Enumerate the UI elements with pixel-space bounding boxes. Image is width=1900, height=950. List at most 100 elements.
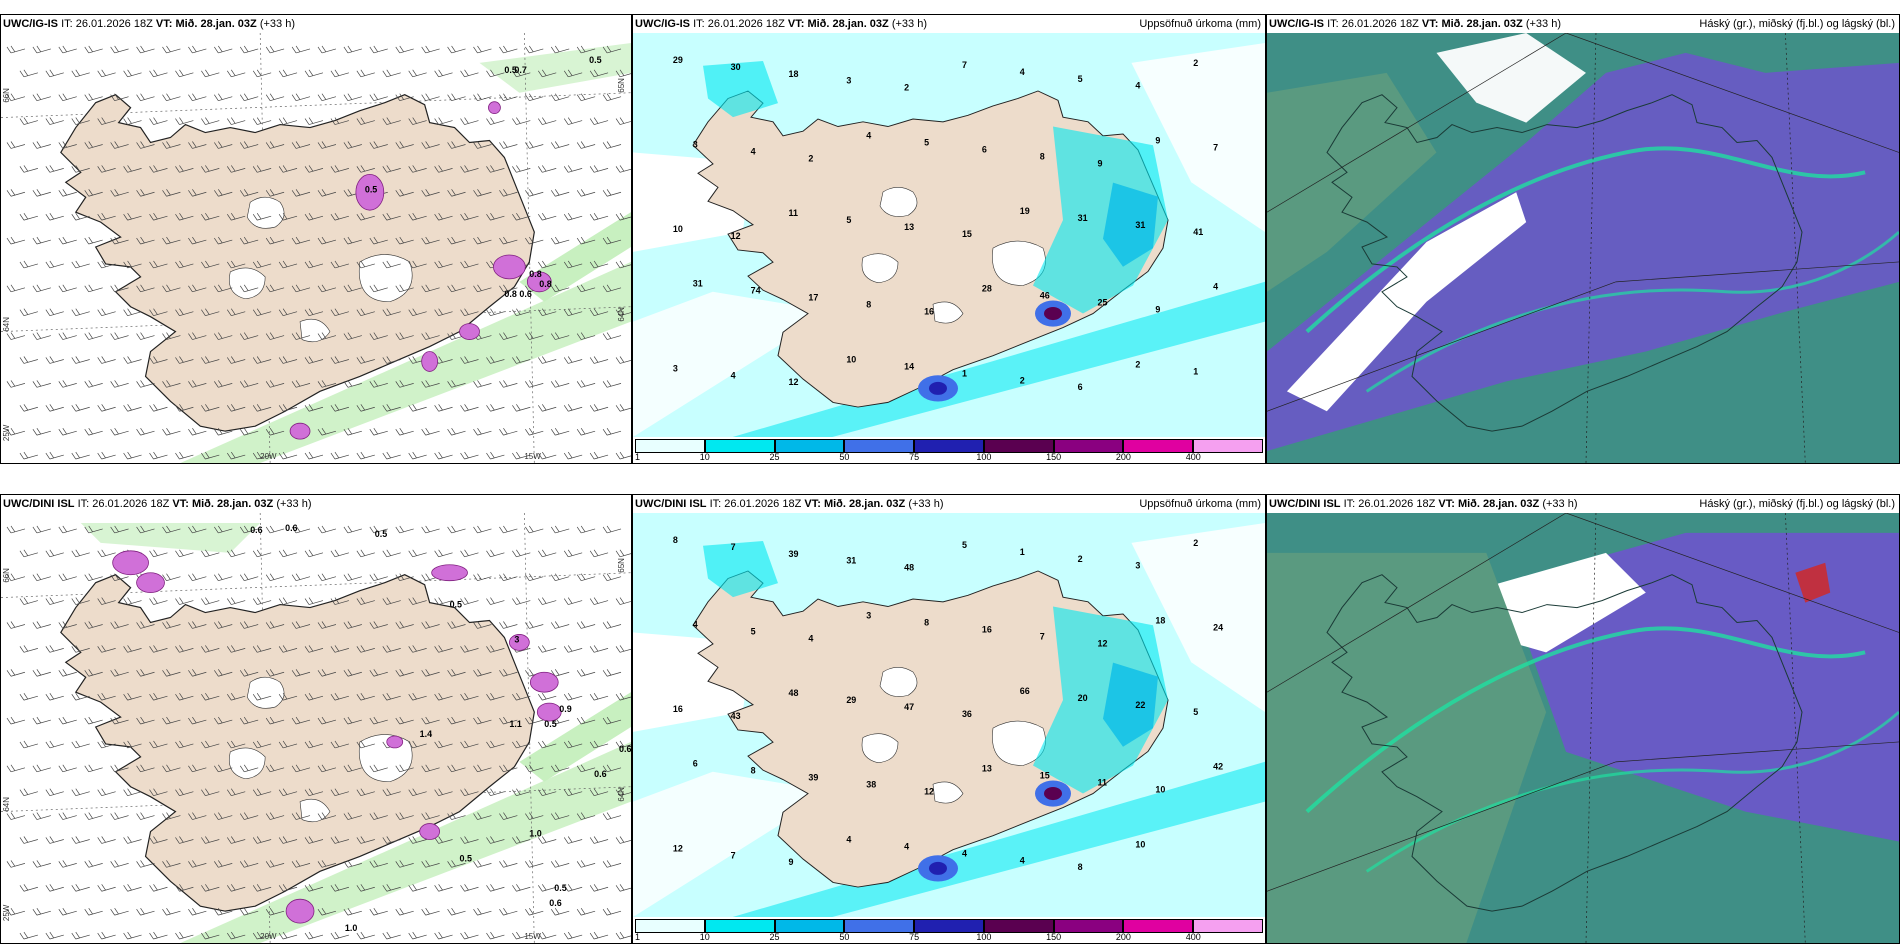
wind-barb	[615, 884, 631, 892]
wind-barb	[356, 692, 375, 701]
wind-map: 0.5 0.5 0.7 0.5 0.8 0.6 0.8 0.8 20W 15W 66N 64N 25W 6…	[1, 33, 631, 463]
wind-barb	[58, 573, 77, 582]
wind-barb	[84, 284, 103, 293]
wind-barb	[563, 884, 583, 892]
wind-barb	[538, 308, 557, 317]
wind-barb	[434, 788, 453, 797]
wind-barb	[382, 692, 401, 701]
colorbar-tick: 50	[839, 932, 850, 942]
wind-barb	[602, 45, 622, 54]
wind-barb	[550, 45, 570, 54]
wind-barb	[589, 69, 609, 78]
wind-barb	[97, 692, 116, 701]
precip-value-label: 17	[808, 293, 818, 303]
precip-value-label: 12	[1098, 638, 1108, 648]
wind-barb	[382, 212, 401, 221]
cloud-highlight	[1795, 562, 1831, 603]
wind-barb	[239, 716, 259, 725]
precip-value-label: 31	[693, 279, 703, 289]
wind-barb	[110, 716, 129, 725]
wind-barb	[239, 189, 259, 197]
precip-value-label: 47	[904, 702, 914, 712]
precip-value-label: 16	[924, 307, 934, 317]
wind-barb	[356, 788, 375, 797]
wind-barb	[6, 284, 26, 293]
wind-barb	[589, 212, 609, 221]
wind-barb	[214, 141, 233, 149]
precip-value-label: 8	[673, 535, 678, 545]
precip-value-label: 4	[904, 841, 909, 851]
wind-barb	[343, 380, 362, 388]
precip-spot	[289, 422, 311, 440]
wind-barb	[45, 836, 64, 844]
colorbar-tick: 400	[1185, 932, 1201, 942]
wind-barb	[395, 573, 414, 582]
wind-barb	[32, 189, 51, 197]
wind-value-label: 0.6	[594, 769, 606, 779]
precip-value-label: 16	[982, 624, 992, 634]
wind-barb	[162, 907, 181, 916]
wind-barb	[563, 549, 583, 558]
wind-barb	[486, 884, 505, 892]
precip-value-label: 5	[924, 137, 929, 147]
precip-value-label: 25	[1098, 298, 1108, 308]
wind-barb	[550, 764, 570, 773]
precip-spot	[419, 823, 441, 840]
wind-barb	[473, 45, 492, 54]
wind-barb	[201, 549, 220, 558]
precip-value-label: 5	[1193, 707, 1198, 717]
wind-barb	[71, 117, 90, 125]
iceland-outline	[1326, 94, 1803, 432]
wind-barb	[278, 692, 298, 701]
wind-barb	[45, 884, 64, 892]
wind-barb	[252, 117, 272, 125]
wind-barb	[576, 93, 596, 102]
wind-barb	[304, 549, 324, 558]
precip-value-label: 2	[808, 153, 813, 163]
wind-barb	[434, 931, 453, 940]
wind-barb	[382, 597, 401, 605]
wind-barb	[201, 597, 220, 605]
wind-barb	[58, 93, 77, 102]
wind-value-label: 1.1	[509, 719, 521, 729]
iceland-landmass	[692, 570, 1169, 888]
wind-barb	[550, 621, 570, 629]
colorbar-swatch	[983, 919, 1054, 933]
wind-barb	[6, 45, 26, 54]
wind-barb	[538, 165, 557, 173]
precip-value-label: 66	[1020, 686, 1030, 696]
wind-barb	[602, 525, 622, 534]
wind-barb	[71, 165, 90, 173]
wind-barb	[278, 117, 298, 125]
it-label: IT:	[77, 498, 90, 510]
wind-barb	[188, 236, 207, 245]
precip-value-label: 8	[1040, 151, 1045, 161]
lon-label: 15W	[524, 452, 541, 461]
wind-barb	[278, 356, 298, 364]
wind-barb	[162, 427, 181, 436]
cloud-edge-contour	[1305, 146, 1866, 334]
wind-barb	[512, 117, 531, 125]
wind-barb	[550, 284, 570, 293]
wind-barb	[71, 451, 90, 460]
grid-line	[1565, 33, 1899, 153]
cloud-map	[1267, 513, 1899, 943]
wind-barb	[304, 884, 324, 892]
wind-barb	[499, 236, 518, 245]
precip-value-label: 10	[673, 224, 683, 234]
wind-barb	[395, 45, 414, 54]
wind-barb	[382, 836, 401, 844]
wind-barb	[58, 141, 77, 149]
wind-barb	[149, 645, 168, 653]
wind-barb	[32, 716, 51, 725]
wind-barb	[576, 525, 596, 534]
wind-barb	[525, 141, 544, 149]
wind-value-label: 0.6	[285, 523, 297, 533]
wind-barb	[460, 308, 479, 317]
wind-barb	[602, 427, 622, 436]
precip-value-label: 3	[1135, 561, 1140, 571]
lead-time: (+33 h)	[1525, 18, 1561, 30]
wind-barb	[343, 93, 362, 102]
precip-spot	[488, 101, 501, 115]
wind-barb	[188, 45, 207, 54]
